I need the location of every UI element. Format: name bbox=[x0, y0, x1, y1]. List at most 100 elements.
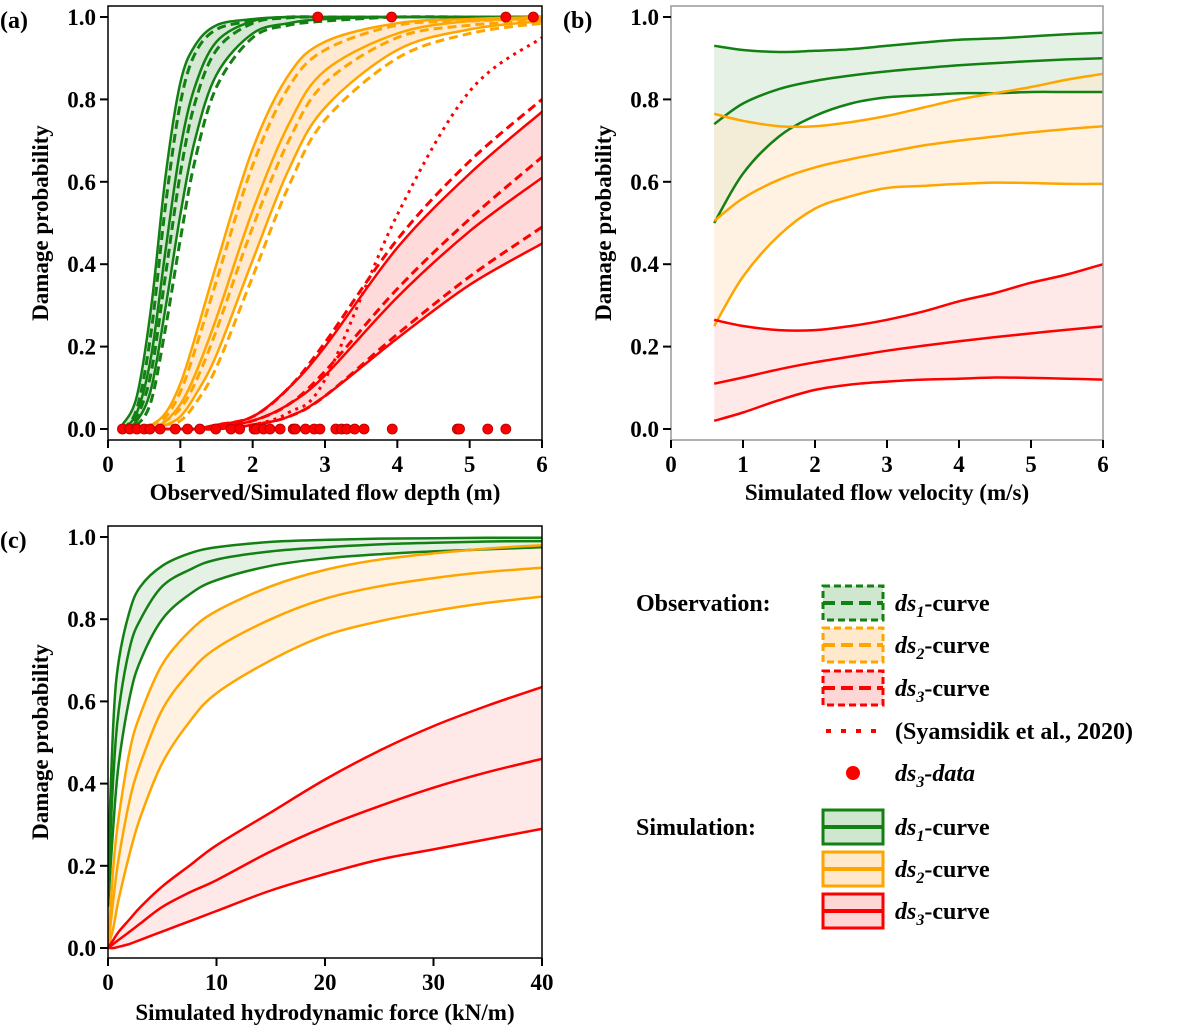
legend-item-simulation-3 bbox=[821, 892, 885, 930]
panel-label: (c) bbox=[0, 528, 27, 554]
y-axis-label: Damage probability bbox=[28, 644, 53, 840]
y-tick-label: 0.6 bbox=[630, 170, 659, 195]
y-tick-label: 0.0 bbox=[630, 417, 659, 442]
band-ds1 bbox=[714, 32, 1103, 224]
legend-label: ds3-data bbox=[895, 761, 975, 791]
x-tick-label: 0 bbox=[102, 452, 114, 477]
legend: Observation: Simulation: ds1-curve ds2-curv… bbox=[636, 584, 1133, 930]
panel-a: 0.0 0.2 0.4 0.6 0.8 1.0 0 1 2 3 4 5 6 Observed/Simula… bbox=[0, 5, 548, 505]
plot-area bbox=[713, 31, 1103, 423]
y-tick-label: 1.0 bbox=[630, 5, 659, 30]
data-point bbox=[182, 423, 193, 435]
line-ds2-upper bbox=[713, 72, 1103, 129]
legend-observation-title: Observation: bbox=[636, 591, 771, 617]
x-tick-label: 4 bbox=[392, 452, 404, 477]
legend-simulation-title: Simulation: bbox=[636, 815, 756, 841]
data-point bbox=[264, 423, 276, 435]
x-tick-label: 40 bbox=[531, 970, 554, 995]
plot-area bbox=[108, 536, 542, 950]
y-tick-label: 1.0 bbox=[67, 525, 96, 550]
x-tick-label: 6 bbox=[536, 452, 548, 477]
line-ds1-median bbox=[108, 539, 542, 887]
y-tick-label: 0.4 bbox=[67, 252, 96, 277]
legend-item-observation-5 bbox=[846, 766, 860, 780]
plot-area bbox=[121, 15, 542, 432]
data-point bbox=[527, 11, 539, 23]
x-axis-label: Simulated flow velocity (m/s) bbox=[745, 480, 1029, 505]
data-point bbox=[169, 423, 181, 435]
legend-item-simulation-1 bbox=[821, 808, 885, 846]
line-ds2-median bbox=[108, 566, 542, 949]
panel-label: (a) bbox=[0, 8, 28, 34]
legend-label: ds2-curve bbox=[895, 857, 990, 887]
line-observation-ds1-upper bbox=[121, 15, 542, 431]
panel-c: 0.0 0.2 0.4 0.6 0.8 1.0 0 10 20 30 40 Simulated hyd… bbox=[0, 525, 554, 1025]
legend-item-simulation-2 bbox=[821, 850, 885, 888]
line-ds3-lower bbox=[108, 827, 542, 950]
y-tick-label: 1.0 bbox=[67, 5, 96, 30]
line-ds3-upper bbox=[713, 262, 1103, 332]
data-point bbox=[154, 423, 166, 435]
line-ds3-median bbox=[108, 757, 542, 949]
y-tick-label: 0.4 bbox=[67, 772, 96, 797]
x-tick-label: 1 bbox=[737, 452, 749, 477]
legend-label: ds3-curve bbox=[895, 899, 990, 929]
line-ds2-lower bbox=[713, 181, 1103, 327]
data-point bbox=[349, 423, 361, 435]
data-point bbox=[482, 423, 494, 435]
y-tick-label: 0.0 bbox=[67, 417, 96, 442]
data-point bbox=[500, 11, 512, 23]
data-point bbox=[500, 423, 512, 435]
data-point bbox=[314, 423, 326, 435]
line-ds3-median bbox=[713, 325, 1103, 385]
band-ds3 bbox=[108, 687, 542, 949]
y-axis-label: Damage probability bbox=[591, 125, 616, 321]
data-point bbox=[289, 423, 301, 435]
y-tick-label: 0.0 bbox=[67, 936, 96, 961]
legend-item-observation-3 bbox=[821, 669, 885, 707]
line-ds2-median bbox=[713, 124, 1103, 222]
legend-item-observation-1 bbox=[821, 584, 885, 622]
x-tick-label: 0 bbox=[102, 970, 114, 995]
data-point bbox=[234, 423, 246, 435]
data-point bbox=[144, 423, 156, 435]
line-ds1-lower bbox=[713, 90, 1103, 224]
y-tick-label: 0.4 bbox=[630, 252, 659, 277]
legend-swatch-marker bbox=[846, 766, 860, 780]
line-ds1-lower bbox=[108, 546, 542, 907]
x-tick-label: 6 bbox=[1097, 452, 1109, 477]
data-point bbox=[194, 423, 206, 435]
legend-label: ds3-curve bbox=[895, 676, 990, 706]
y-axis-label: Damage probability bbox=[28, 125, 53, 321]
legend-label: ds1-curve bbox=[895, 591, 990, 621]
y-tick-label: 0.6 bbox=[67, 689, 96, 714]
y-tick-label: 0.6 bbox=[67, 170, 96, 195]
line-ds2-upper bbox=[108, 543, 542, 949]
x-tick-label: 20 bbox=[314, 970, 337, 995]
line-ds1-median bbox=[713, 56, 1103, 126]
band-ds2 bbox=[714, 73, 1103, 327]
data-point bbox=[312, 11, 324, 23]
line-ds3-lower bbox=[713, 376, 1103, 423]
line-ds3-upper bbox=[108, 685, 542, 949]
y-tick-label: 0.2 bbox=[67, 854, 96, 879]
x-tick-label: 2 bbox=[247, 452, 259, 477]
x-axis-label: Simulated hydrodynamic force (kN/m) bbox=[135, 1000, 514, 1025]
y-tick-label: 0.2 bbox=[67, 335, 96, 360]
data-point bbox=[274, 423, 286, 435]
legend-label: (Syamsidik et al., 2020) bbox=[895, 719, 1133, 745]
band-ds3 bbox=[714, 264, 1103, 421]
band-ds3 bbox=[122, 111, 542, 430]
y-tick-label: 0.8 bbox=[67, 87, 96, 112]
x-tick-label: 1 bbox=[175, 452, 187, 477]
x-tick-label: 2 bbox=[809, 452, 821, 477]
line-ds2-lower bbox=[108, 595, 542, 949]
line-ds1-upper bbox=[108, 536, 542, 866]
legend-item-observation-2 bbox=[821, 626, 885, 664]
data-point bbox=[386, 11, 397, 23]
legend-label: ds1-curve bbox=[895, 815, 990, 845]
line-observation-ds1-lower bbox=[122, 15, 542, 431]
x-tick-label: 30 bbox=[422, 970, 445, 995]
band-ds2 bbox=[108, 545, 542, 948]
